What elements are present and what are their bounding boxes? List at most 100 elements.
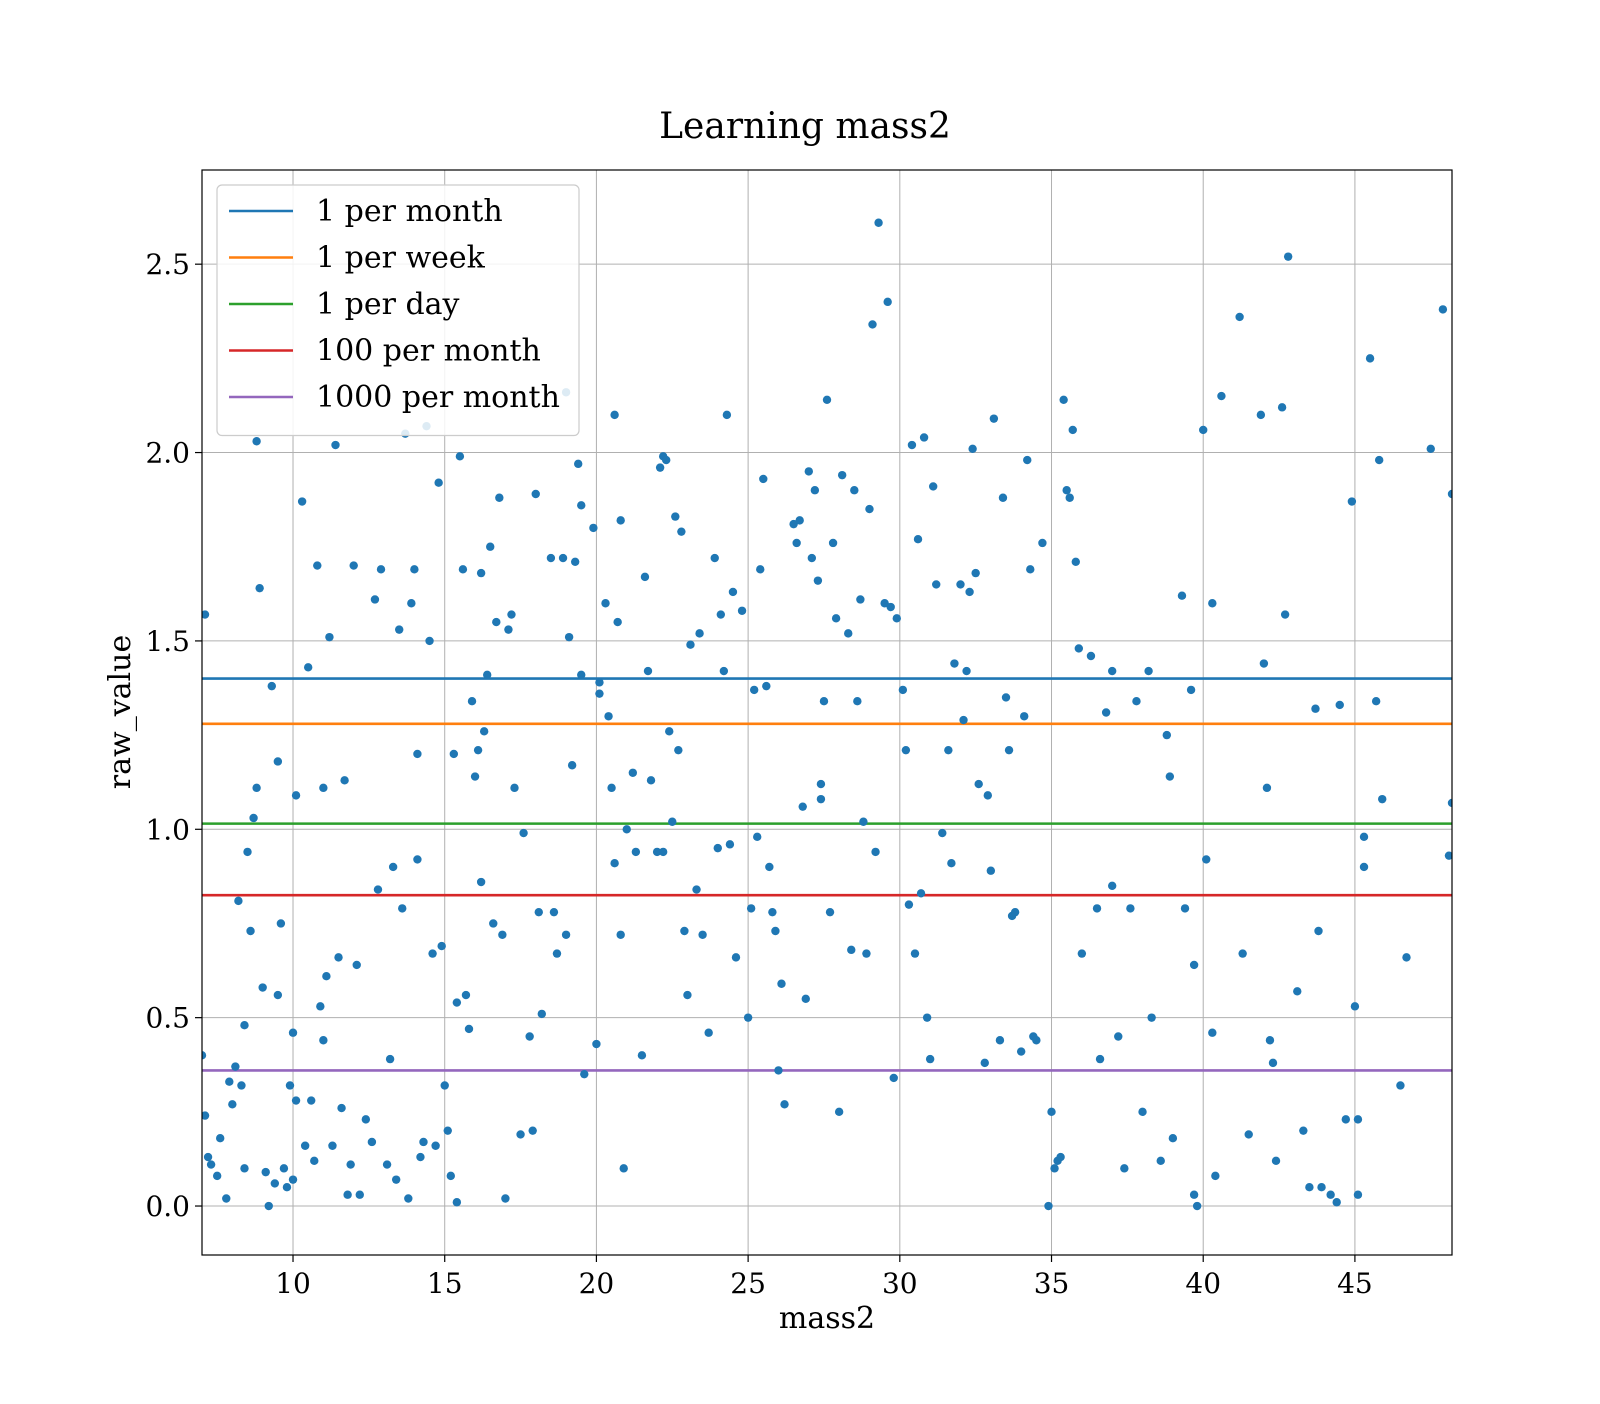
data-point [273,757,283,766]
data-point [1020,712,1029,721]
data-points [202,218,1452,1211]
data-point [746,904,756,913]
data-point [1074,644,1084,653]
data-point [279,1164,289,1173]
data-point [413,749,422,759]
data-point [692,885,701,894]
data-point [947,858,956,868]
data-point [580,1069,589,1079]
data-point [880,599,889,608]
data-point [607,783,616,793]
data-point [261,1167,270,1177]
data-point [950,659,959,668]
data-point [1378,794,1387,804]
data-point [774,1066,783,1075]
data-point [1244,1130,1253,1139]
data-point [759,474,768,484]
data-point [1101,708,1111,717]
data-point [619,1164,628,1173]
data-point [922,1013,932,1022]
data-point [416,1152,425,1162]
data-point [1447,489,1452,499]
data-point [452,998,462,1007]
data-point [980,1058,989,1068]
data-point [959,715,968,725]
data-point [398,904,407,913]
data-point [479,727,489,736]
data-point [267,681,276,691]
data-point [856,595,865,604]
data-point [1447,798,1452,808]
data-point [273,990,283,1000]
data-point [343,1190,352,1199]
data-point [319,783,328,793]
data-point [628,768,638,777]
data-point [1283,252,1293,261]
data-point [719,666,729,676]
data-point [925,1054,935,1064]
data-point [938,828,947,838]
data-point [1280,610,1290,619]
data-point [671,512,680,521]
y-tick-label: 2.0 [145,437,190,470]
data-point [519,828,528,838]
data-point [228,1100,237,1109]
data-point [334,953,343,962]
plot-frame [201,169,1453,1256]
data-point [1311,704,1320,713]
data-point [1208,599,1217,608]
legend-label: 1 per week [316,241,486,276]
data-point [577,501,586,510]
data-point [813,576,823,585]
data-point [1180,904,1190,913]
data-point [725,840,735,849]
data-point [989,414,999,423]
x-tick-label: 20 [579,1267,615,1300]
y-tick-label: 2.5 [145,248,190,281]
data-point [1277,403,1287,412]
data-point [898,685,908,695]
data-point [349,561,358,570]
data-point [276,919,286,928]
data-point [501,1194,510,1203]
data-point [252,437,261,446]
chart-title: Learning mass2 [659,106,951,147]
data-point [825,907,835,917]
data-point [622,825,631,834]
data-point [637,1051,647,1060]
data-point [212,1171,222,1181]
data-point [819,696,829,706]
data-point [913,535,923,544]
data-point [631,847,641,857]
data-point [652,847,662,857]
data-point [407,599,416,608]
data-point [410,565,419,574]
data-point [1259,659,1269,668]
data-point [1114,1032,1123,1041]
data-point [495,493,504,502]
data-point [1010,907,1020,917]
data-point [646,776,656,785]
data-point [355,1190,364,1199]
data-point [956,580,965,589]
data-point [789,519,798,529]
data-point [1038,538,1047,548]
data-point [388,862,398,872]
data-point [1317,1182,1326,1192]
data-point [971,568,980,578]
data-point [1138,1107,1147,1117]
data-point [722,410,732,420]
data-point [604,712,613,721]
data-point [1186,685,1196,695]
data-point [1396,1081,1405,1090]
data-point [1071,557,1080,567]
data-point [1347,497,1357,506]
data-point [968,444,977,453]
data-point [643,666,653,676]
data-point [202,1111,210,1120]
data-point [822,395,832,405]
data-point [285,1081,295,1090]
data-point [537,1009,547,1019]
data-point [288,1175,298,1184]
data-point [668,817,677,826]
